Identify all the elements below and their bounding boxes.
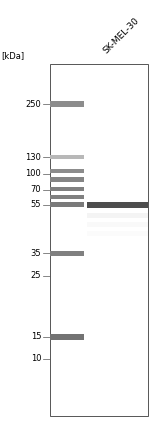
Bar (50, 169, 84, 173)
Bar (87, 231, 148, 236)
Bar (50, 101, 84, 107)
Text: 10: 10 (31, 354, 41, 363)
Text: 35: 35 (31, 249, 41, 258)
Text: [kDa]: [kDa] (2, 51, 25, 60)
Text: 100: 100 (26, 169, 41, 178)
Text: 250: 250 (26, 100, 41, 109)
Bar (87, 222, 148, 227)
Text: SK-MEL-30: SK-MEL-30 (102, 16, 141, 55)
Bar (87, 213, 148, 218)
Bar (50, 202, 84, 207)
Bar (50, 64, 148, 416)
Bar (50, 155, 84, 159)
Text: 130: 130 (25, 153, 41, 162)
Bar (50, 334, 84, 339)
Text: 15: 15 (31, 332, 41, 341)
Bar (50, 251, 84, 256)
Text: 55: 55 (31, 200, 41, 209)
Bar (87, 202, 148, 208)
Text: 25: 25 (31, 271, 41, 280)
Bar (50, 177, 84, 182)
Bar (50, 187, 84, 191)
Bar (50, 195, 84, 199)
Text: 70: 70 (31, 185, 41, 194)
